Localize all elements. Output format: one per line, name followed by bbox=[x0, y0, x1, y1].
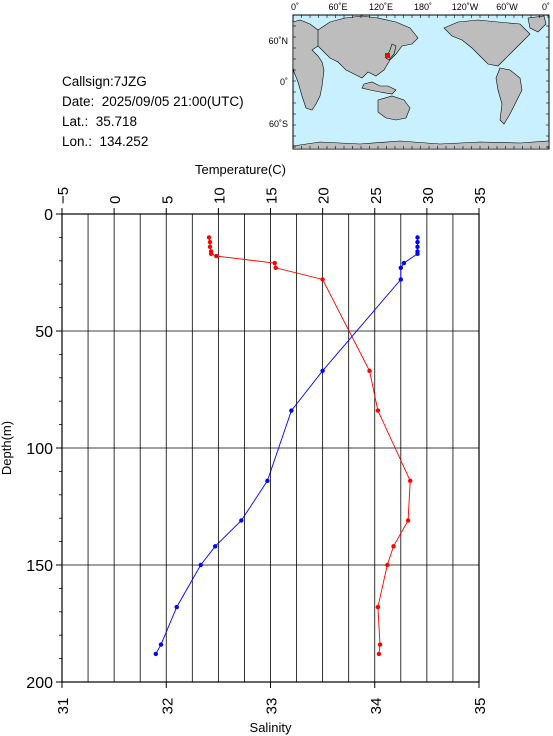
land-antarctica bbox=[292, 140, 550, 150]
depth-tick-label: 50 bbox=[35, 324, 53, 341]
map-lon-label: 60˚E bbox=[328, 2, 347, 12]
longitude-text: Lon.: 134.252 bbox=[62, 134, 149, 149]
salinity-data-point bbox=[398, 265, 403, 270]
map-lon-label: 180˚ bbox=[414, 2, 432, 12]
salinity-tick-label: 32 bbox=[159, 698, 176, 715]
salinity-axis-label: Salinity bbox=[250, 720, 292, 735]
temperature-tick-label: 35 bbox=[472, 187, 489, 204]
temperature-data-point bbox=[376, 651, 382, 657]
map-lat-label: 60˚S bbox=[269, 119, 288, 129]
temperature-data-point bbox=[385, 562, 390, 568]
latitude-text: Lat.: 35.718 bbox=[62, 114, 138, 129]
map-lon-label: 120˚W bbox=[452, 2, 479, 12]
temperature-data-point bbox=[207, 239, 213, 245]
depth-tick-label: 150 bbox=[26, 558, 53, 575]
salinity-data-point bbox=[415, 239, 420, 245]
temperature-data-point bbox=[208, 251, 214, 256]
salinity-tick-label: 33 bbox=[264, 698, 281, 715]
land-greenland bbox=[527, 15, 547, 33]
salinity-data-point bbox=[239, 518, 244, 523]
land-asia bbox=[317, 15, 419, 79]
temperature-tick-label: 0 bbox=[107, 196, 124, 204]
salinity-data-point bbox=[415, 244, 420, 249]
map-lon-label: 0˚ bbox=[291, 2, 299, 12]
map-lat-label: 0˚ bbox=[280, 77, 288, 87]
salinity-data-point bbox=[198, 562, 203, 568]
salinity-data-point bbox=[401, 260, 407, 266]
salinity-tick-label: 31 bbox=[55, 698, 72, 715]
station-info: Callsign:7JZG Date: 2025/09/05 21:00(UTC… bbox=[62, 72, 244, 152]
temperature-data-point bbox=[391, 544, 396, 549]
temperature-axis-label: Temperature(C) bbox=[195, 162, 286, 177]
temperature-data-point bbox=[206, 235, 212, 240]
temperature-data-point bbox=[320, 277, 325, 282]
temperature-data-point bbox=[375, 408, 381, 413]
temperature-tick-label: 15 bbox=[264, 187, 281, 204]
salinity-data-point bbox=[415, 251, 420, 256]
temperature-data-point bbox=[273, 265, 278, 270]
temperature-data-point bbox=[367, 368, 372, 373]
temperature-data-point bbox=[207, 244, 213, 249]
salinity-data-point bbox=[320, 368, 325, 373]
land-indonesia bbox=[361, 81, 397, 95]
land-north-america bbox=[443, 19, 531, 67]
depth-tick-label: 100 bbox=[26, 441, 53, 458]
salinity-data-point bbox=[398, 277, 403, 282]
station-marker bbox=[385, 53, 390, 58]
world-map: 0˚ 60˚E 120˚E 180˚ 120˚W 60˚W 0˚ 60˚N 0˚ 60˚S bbox=[268, 2, 550, 150]
salinity-data-point bbox=[174, 604, 179, 610]
salinity-data-point bbox=[153, 651, 158, 657]
temperature-data-point bbox=[214, 253, 219, 259]
temperature-tick-label: 20 bbox=[316, 187, 333, 204]
salinity-data-point bbox=[158, 642, 164, 647]
salinity-data-point bbox=[415, 235, 420, 240]
temperature-data-point bbox=[375, 604, 381, 610]
temperature-data-point bbox=[405, 518, 411, 523]
salinity-data-point bbox=[213, 544, 218, 549]
land-south-america bbox=[495, 67, 523, 125]
temperature-tick-label: 10 bbox=[211, 187, 228, 204]
salinity-data-point bbox=[289, 408, 294, 413]
date-text: Date: 2025/09/05 21:00(UTC) bbox=[62, 94, 244, 109]
salinity-tick-label: 34 bbox=[368, 698, 385, 715]
depth-tick-label: 0 bbox=[44, 207, 53, 224]
callsign-text: Callsign:7JZG bbox=[62, 74, 147, 89]
map-lat-label: 60˚N bbox=[268, 36, 288, 46]
land-australia bbox=[377, 95, 411, 121]
map-lon-label: 120˚E bbox=[369, 2, 393, 12]
map-lon-label: 0˚ bbox=[542, 2, 550, 12]
temperature-data-point bbox=[377, 642, 383, 647]
temperature-tick-label: 5 bbox=[159, 196, 176, 204]
depth-tick-label: 200 bbox=[26, 675, 53, 692]
temperature-data-point bbox=[408, 478, 413, 483]
temperature-tick-label: 25 bbox=[368, 187, 385, 204]
depth-axis-label: Depth(m) bbox=[0, 421, 14, 475]
temperature-tick-label: −5 bbox=[55, 187, 72, 204]
map-lon-label: 60˚W bbox=[496, 2, 518, 12]
salinity-tick-label: 35 bbox=[472, 698, 489, 715]
salinity-data-point bbox=[265, 478, 270, 483]
temperature-tick-label: 30 bbox=[420, 187, 437, 204]
temperature-data-point bbox=[272, 260, 277, 266]
